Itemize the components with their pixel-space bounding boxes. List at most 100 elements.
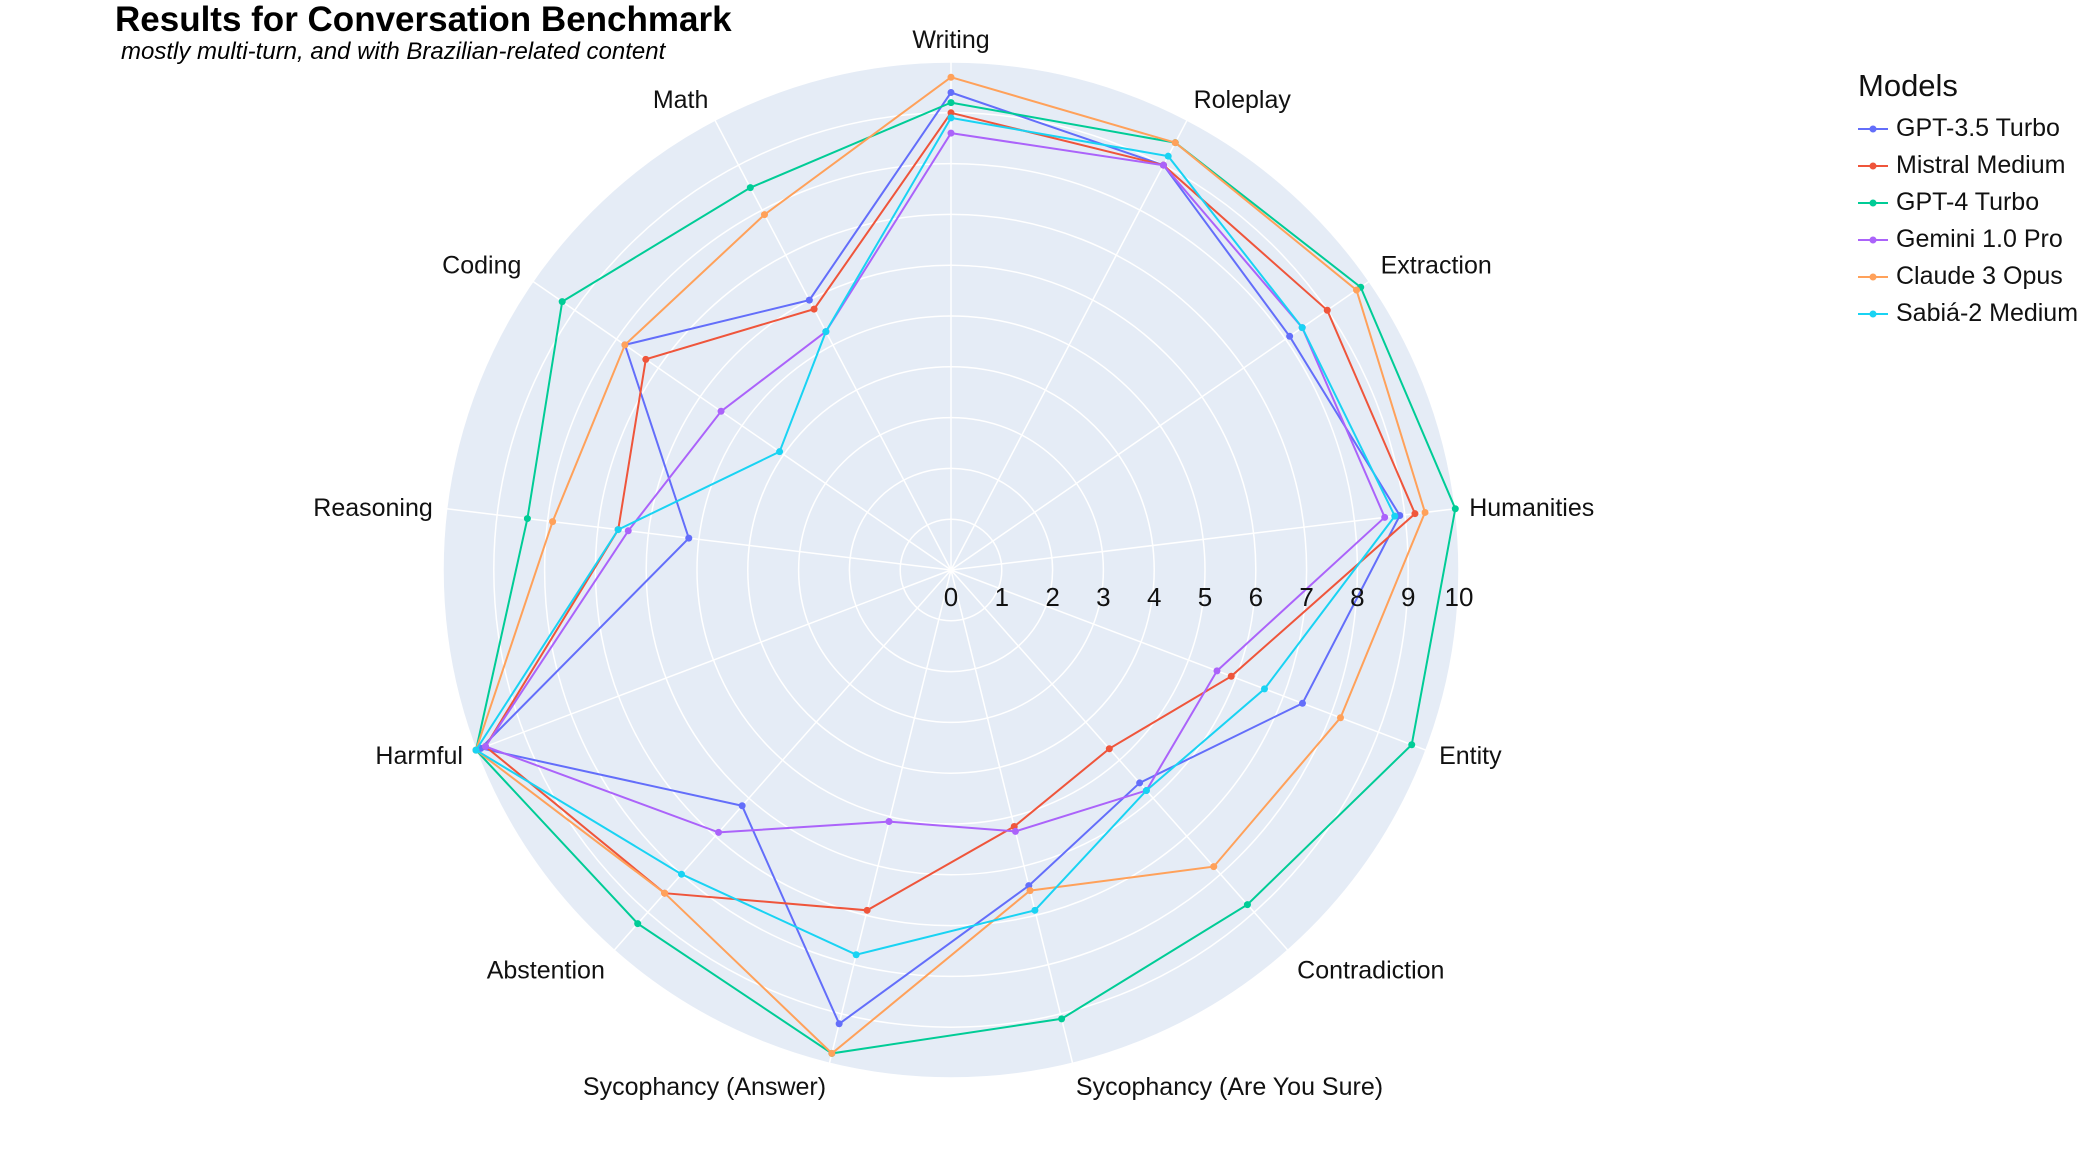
- chart-title: Results for Conversation Benchmark: [115, 0, 732, 39]
- data-point: [835, 1020, 843, 1028]
- data-point: [947, 99, 955, 107]
- legend-swatch: [1858, 236, 1888, 243]
- data-point: [1408, 741, 1416, 749]
- data-point: [661, 889, 669, 897]
- legend-swatch: [1858, 273, 1888, 280]
- data-point: [558, 298, 566, 306]
- legend-item[interactable]: GPT-4 Turbo: [1858, 184, 2078, 221]
- data-point: [1243, 901, 1251, 909]
- series: [472, 73, 1429, 1057]
- legend-title: Models: [1858, 68, 1958, 103]
- axis-label: Harmful: [375, 742, 463, 770]
- data-point: [1260, 685, 1268, 693]
- series: [472, 114, 1399, 959]
- axis-label: Extraction: [1381, 251, 1492, 279]
- data-point: [1213, 667, 1221, 675]
- data-point: [1171, 139, 1179, 147]
- legend-swatch-marker: [1869, 236, 1877, 243]
- radial-tick-label: 7: [1299, 582, 1313, 612]
- data-point: [1336, 714, 1344, 722]
- grid-spoke: [950, 569, 1289, 951]
- polar-grid: [442, 61, 1460, 1079]
- legend-swatch-marker: [1869, 125, 1877, 132]
- data-point: [828, 1049, 836, 1057]
- axis-label: Humanities: [1469, 494, 1594, 522]
- grid-spoke: [475, 569, 952, 751]
- data-point: [634, 920, 642, 928]
- chart-subtitle: mostly multi-turn, and with Brazilian-re…: [121, 38, 666, 65]
- data-point: [1136, 779, 1144, 787]
- series-line: [474, 76, 1427, 1055]
- legend-swatch: [1858, 162, 1888, 169]
- series: [482, 109, 1419, 914]
- legend-label: Claude 3 Opus: [1896, 262, 2063, 290]
- legend-swatch: [1858, 125, 1888, 132]
- data-point: [852, 951, 860, 959]
- radial-tick-labels: 0 1 2 3 4 5 6 7 8 9 10: [944, 582, 1474, 612]
- grid-spoke: [532, 280, 952, 571]
- data-point: [472, 746, 480, 754]
- data-point: [885, 818, 893, 826]
- data-point: [621, 341, 629, 349]
- angular-axis-labels: Writing Roleplay Extraction Humanities Entit…: [313, 26, 1594, 1101]
- axis-label: Sycophancy (Are You Sure): [1076, 1073, 1383, 1101]
- legend-item[interactable]: Mistral Medium: [1858, 147, 2078, 184]
- legend-swatch-marker: [1869, 310, 1877, 317]
- data-point: [549, 518, 557, 526]
- grid-spoke: [613, 569, 952, 951]
- series-line: [474, 101, 1457, 1055]
- legend-label: GPT-4 Turbo: [1896, 188, 2040, 216]
- data-point: [678, 870, 686, 878]
- data-point: [947, 129, 955, 137]
- series-line: [474, 116, 1396, 956]
- radial-tick-label: 1: [995, 582, 1009, 612]
- data-point: [1391, 512, 1399, 520]
- data-point: [1411, 510, 1419, 518]
- radial-tick-label: 5: [1198, 582, 1212, 612]
- legend-item[interactable]: Sabiá-2 Medium: [1858, 295, 2078, 332]
- axis-label: Reasoning: [313, 494, 433, 522]
- radial-tick-label: 0: [944, 582, 958, 612]
- legend-item[interactable]: Gemini 1.0 Pro: [1858, 221, 2078, 258]
- series-line: [483, 132, 1386, 834]
- data-point: [1159, 161, 1167, 169]
- radar-chart: Writing Roleplay Extraction Humanities Entit…: [313, 26, 1594, 1101]
- data-point: [1164, 152, 1172, 160]
- data-point: [738, 802, 746, 810]
- data-point: [760, 211, 768, 219]
- data-point: [805, 296, 813, 304]
- data-point: [947, 114, 955, 122]
- grid-spoke: [950, 569, 1427, 751]
- legend-item[interactable]: GPT-3.5 Turbo: [1858, 110, 2078, 147]
- data-point: [776, 448, 784, 456]
- data-point: [1381, 513, 1389, 521]
- legend-label: Mistral Medium: [1896, 151, 2066, 179]
- legend-label: Sabiá-2 Medium: [1896, 299, 2079, 327]
- series-line: [484, 111, 1417, 912]
- data-point: [1451, 505, 1459, 513]
- series-line: [478, 91, 1401, 1026]
- data-point: [810, 305, 818, 313]
- data-point: [717, 407, 725, 415]
- grid-spoke: [950, 119, 1188, 571]
- legend-label: Gemini 1.0 Pro: [1896, 225, 2063, 253]
- grid-spoke: [828, 569, 952, 1064]
- axis-label: Sycophancy (Answer): [583, 1073, 826, 1101]
- data-point: [947, 109, 955, 117]
- axis-label: Contradiction: [1297, 957, 1444, 985]
- data-point: [1210, 863, 1218, 871]
- axis-label: Writing: [912, 26, 989, 54]
- axis-label: Math: [653, 86, 709, 114]
- radial-tick-label: 9: [1401, 582, 1415, 612]
- data-point: [1286, 332, 1294, 340]
- legend-swatch-marker: [1869, 199, 1877, 206]
- data-point: [822, 328, 830, 336]
- data-point: [947, 88, 955, 96]
- legend-item[interactable]: Claude 3 Opus: [1858, 258, 2078, 295]
- grid-spoke: [950, 569, 1074, 1064]
- radial-tick-label: 8: [1350, 582, 1364, 612]
- data-point: [1031, 906, 1039, 914]
- legend-swatch: [1858, 310, 1888, 317]
- data-point: [746, 184, 754, 192]
- data-point: [1105, 745, 1113, 753]
